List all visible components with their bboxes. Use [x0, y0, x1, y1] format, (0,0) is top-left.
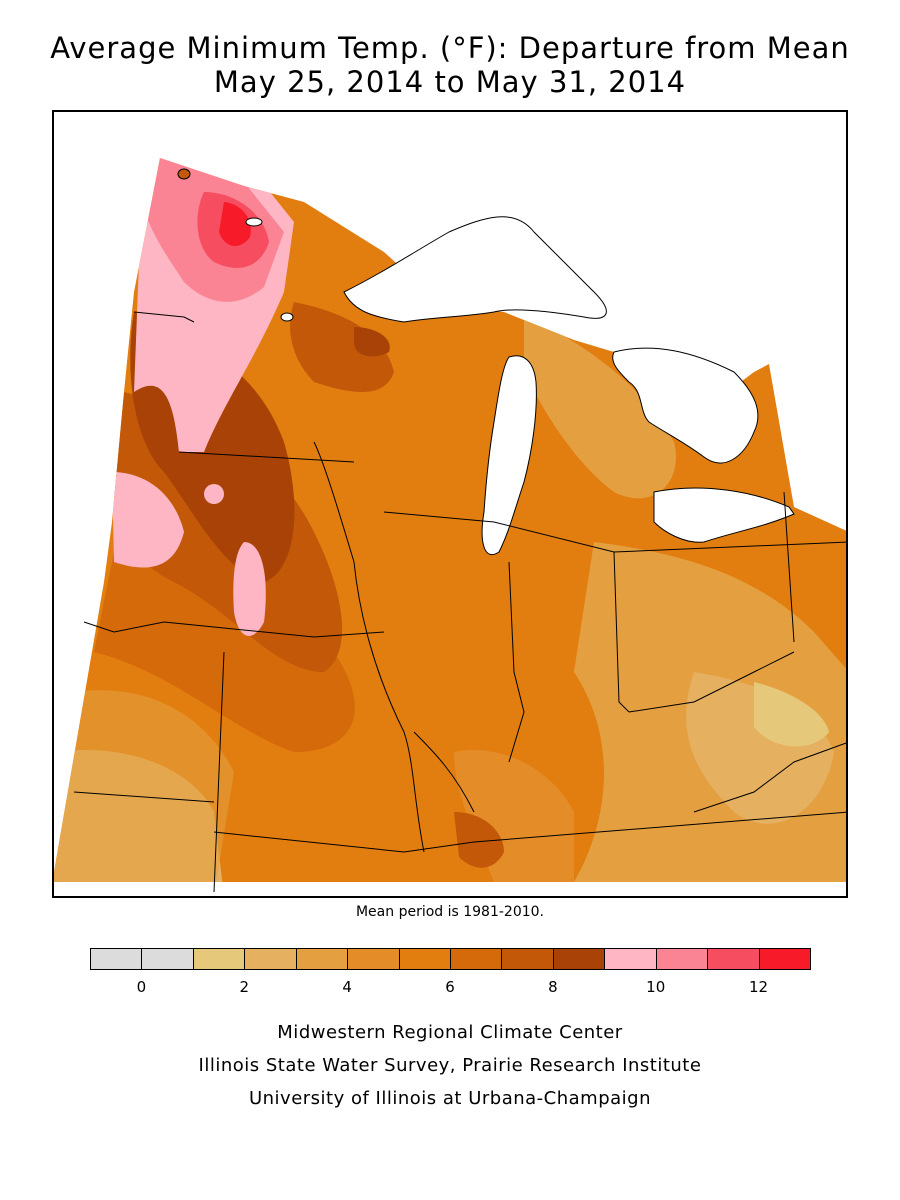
lake-michigan: [481, 355, 537, 555]
great-lakes: [343, 216, 795, 555]
map-title-line1: Average Minimum Temp. (°F): Departure fr…: [50, 31, 850, 65]
legend-swatch: [655, 948, 709, 970]
legend-tick-label: 8: [548, 978, 558, 996]
credit-isws: Illinois State Water Survey, Prairie Res…: [198, 1055, 702, 1076]
lake-erie: [653, 487, 795, 543]
legend-tick-label: 10: [646, 978, 666, 996]
legend-tick-label: 2: [239, 978, 250, 996]
legend-tick-label: 6: [445, 978, 455, 996]
legend-swatch: [501, 948, 554, 970]
legend-swatch: [347, 948, 400, 970]
legend-swatch: [604, 948, 657, 970]
legend-swatch: [758, 948, 811, 970]
legend-swatch: [244, 948, 297, 970]
lake-huron: [612, 347, 759, 464]
color-legend: [90, 948, 811, 970]
legend-swatch: [295, 948, 349, 970]
legend-swatch: [90, 948, 143, 970]
legend-swatch: [398, 948, 451, 970]
legend-swatch: [141, 948, 194, 970]
legend-tick-label: 12: [749, 978, 769, 996]
mean-period-note: Mean period is 1981-2010.: [355, 904, 545, 920]
legend-tick-label: 0: [136, 978, 147, 996]
departure-map: [54, 158, 846, 893]
legend-swatch: [450, 948, 503, 970]
islands: [177, 168, 294, 322]
legend-tick-label: 4: [342, 978, 352, 996]
map-title-line2: May 25, 2014 to May 31, 2014: [213, 65, 687, 99]
legend-swatch: [707, 948, 760, 970]
lake-superior: [343, 216, 607, 323]
legend-swatch: [192, 948, 246, 970]
state-boundaries: [73, 311, 846, 893]
legend-swatch: [552, 948, 606, 970]
map-panel: [52, 110, 848, 898]
credit-mrcc: Midwestern Regional Climate Center: [277, 1022, 623, 1043]
credit-uiuc: University of Illinois at Urbana-Champai…: [248, 1088, 652, 1109]
